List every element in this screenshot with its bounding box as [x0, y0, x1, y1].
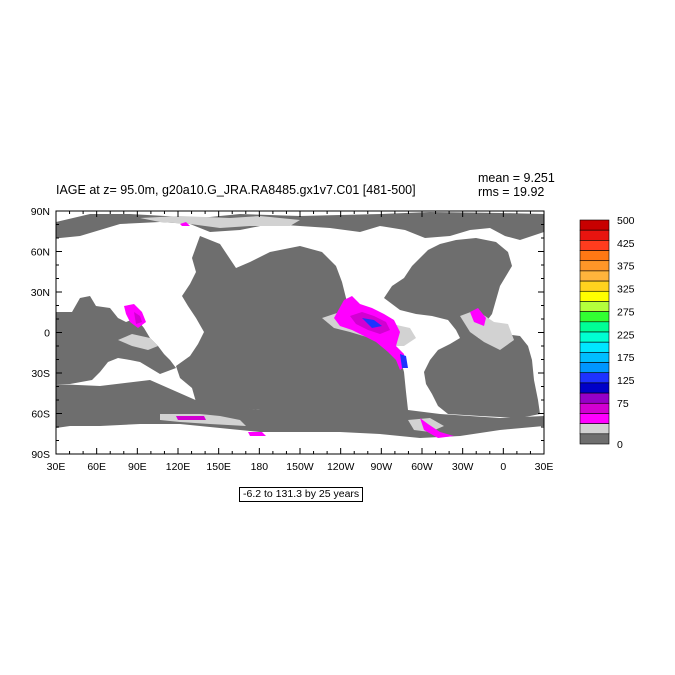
colorbar-swatch: [579, 413, 610, 424]
contour-range-note: -6.2 to 131.3 by 25 years: [239, 487, 364, 502]
colorbar-swatch: [579, 331, 610, 343]
lon-tick-label: 30E: [535, 461, 554, 473]
colorbar-swatch: [579, 301, 610, 312]
tick-marks: [55, 210, 545, 455]
colorbar-label: 175: [617, 352, 635, 364]
lat-tick-label: 60N: [31, 247, 50, 259]
lon-tick-label: 150E: [206, 461, 231, 473]
colorbar-swatch: [579, 240, 610, 251]
lon-tick-label: 120E: [166, 461, 191, 473]
colorbar-label: 275: [617, 306, 635, 318]
lon-tick-label: 150W: [286, 461, 314, 473]
lon-tick-label: 0: [500, 461, 506, 473]
colorbar-swatch: [579, 219, 610, 231]
mean-stat: mean = 9.251: [478, 171, 555, 185]
colorbar-swatch: [579, 290, 610, 302]
colorbar-swatch: [579, 392, 610, 404]
colorbar-swatch: [579, 423, 610, 435]
colorbar-label: 500: [617, 215, 635, 227]
colorbar-label: 225: [617, 329, 635, 341]
colorbar: [579, 219, 610, 445]
lat-tick-label: 30N: [31, 287, 50, 299]
longitude-axis: 30E 60E 90E 120E 150E 180 150W 120W 90W 60W 30W 0 30…: [47, 461, 554, 473]
colorbar-swatch: [579, 280, 610, 292]
colorbar-swatch: [579, 260, 610, 272]
lon-tick-label: 30W: [452, 461, 474, 473]
lat-tick-label: 0: [44, 328, 50, 340]
lon-tick-label: 90E: [128, 461, 147, 473]
lon-tick-label: 120W: [327, 461, 355, 473]
colorbar-label: 425: [617, 238, 635, 250]
lat-tick-label: 90N: [31, 206, 50, 218]
colorbar-labels: 500 425 375 325 275 225 175 125 75 0: [617, 215, 635, 451]
lon-tick-label: 60W: [411, 461, 433, 473]
colorbar-swatch: [579, 433, 610, 445]
rms-stat: rms = 19.92: [478, 185, 545, 199]
colorbar-label: 125: [617, 375, 635, 387]
map-panel: [55, 210, 545, 455]
colorbar-swatch: [579, 229, 610, 241]
colorbar-swatch: [579, 372, 610, 384]
ocean-layer: [56, 212, 544, 438]
lon-tick-label: 180: [251, 461, 269, 473]
colorbar-swatch: [579, 362, 610, 374]
lon-tick-label: 30E: [47, 461, 66, 473]
colorbar-label: 375: [617, 261, 635, 273]
colorbar-label: 325: [617, 284, 635, 296]
colorbar-swatch: [579, 382, 610, 394]
plot-title: IAGE at z= 95.0m, g20a10.G_JRA.RA8485.gx…: [56, 183, 416, 197]
colorbar-label: 75: [617, 398, 629, 410]
colorbar-swatch: [579, 250, 610, 262]
colorbar-swatch: [579, 311, 610, 323]
lon-tick-label: 60E: [87, 461, 106, 473]
colorbar-swatch: [579, 270, 610, 282]
colorbar-swatch: [579, 352, 610, 363]
colorbar-label: 0: [617, 439, 623, 451]
lon-tick-label: 90W: [371, 461, 393, 473]
lat-tick-label: 60S: [31, 409, 50, 421]
latitude-axis: 90N 60N 30N 0 30S 60S 90S: [31, 206, 50, 461]
lat-tick-label: 90S: [31, 449, 50, 461]
colorbar-swatch: [579, 402, 610, 414]
colorbar-swatch: [579, 321, 610, 333]
age-anomaly-layer: [124, 222, 486, 438]
colorbar-swatch: [579, 341, 610, 353]
lat-tick-label: 30S: [31, 368, 50, 380]
